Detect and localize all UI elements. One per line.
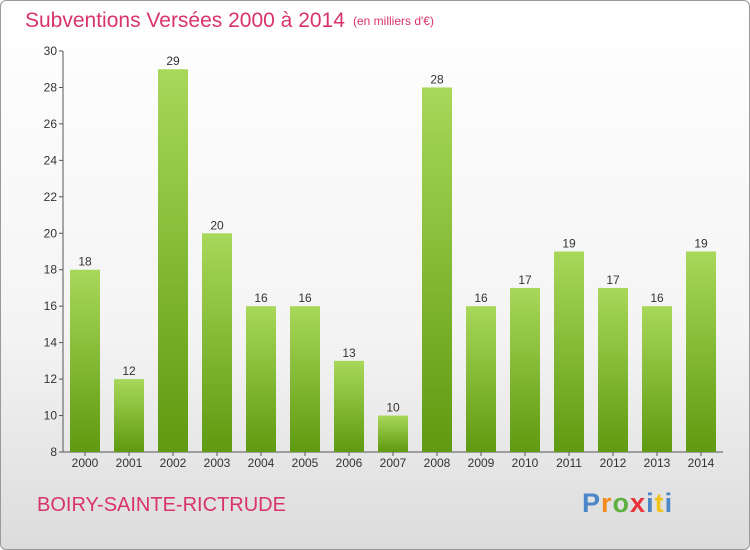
- y-tick-label: 24: [44, 153, 58, 167]
- x-tick-label-2004: 2004: [248, 456, 275, 470]
- bar-2004: [246, 306, 276, 452]
- y-tick-label: 26: [44, 117, 58, 131]
- bar-2006: [334, 360, 364, 452]
- x-tick-label-2001: 2001: [116, 456, 143, 470]
- chart-title: Subventions Versées 2000 à 2014: [25, 9, 345, 32]
- x-tick-label-2007: 2007: [380, 456, 407, 470]
- data-label-2007: 10: [386, 401, 400, 415]
- data-label-2012: 17: [606, 273, 620, 287]
- proxiti-logo: Proxiti: [582, 488, 674, 518]
- bar-2010: [510, 287, 540, 452]
- bar-2012: [598, 287, 628, 452]
- bar-2013: [642, 306, 672, 452]
- data-label-2013: 16: [650, 291, 664, 305]
- data-label-2008: 28: [430, 72, 444, 86]
- bar-2009: [466, 306, 496, 452]
- data-label-2005: 16: [298, 291, 312, 305]
- x-tick-label-2002: 2002: [160, 456, 187, 470]
- place-name: BOIRY-SAINTE-RICTRUDE: [37, 494, 286, 516]
- x-tick-label-2003: 2003: [204, 456, 231, 470]
- y-tick-label: 12: [44, 372, 58, 386]
- y-tick-label: 22: [44, 190, 58, 204]
- y-tick-label: 28: [44, 80, 58, 94]
- data-label-2004: 16: [254, 291, 268, 305]
- data-label-2006: 13: [342, 346, 356, 360]
- bar-2005: [290, 306, 320, 452]
- bar-2002: [158, 69, 188, 453]
- bar-2014: [686, 251, 716, 452]
- y-tick-label: 10: [44, 409, 58, 423]
- bar-2008: [422, 87, 452, 453]
- data-label-2001: 12: [122, 364, 136, 378]
- x-tick-label-2005: 2005: [292, 456, 319, 470]
- x-tick-label-2000: 2000: [72, 456, 99, 470]
- bar-2011: [554, 251, 584, 452]
- data-label-2011: 19: [562, 237, 576, 251]
- x-tick-label-2014: 2014: [688, 456, 715, 470]
- bar-2000: [70, 269, 100, 452]
- data-label-2014: 19: [694, 237, 708, 251]
- y-tick-label: 14: [44, 336, 58, 350]
- data-label-2002: 29: [166, 54, 180, 68]
- x-tick-label-2006: 2006: [336, 456, 363, 470]
- x-tick-label-2010: 2010: [512, 456, 539, 470]
- x-tick-label-2012: 2012: [600, 456, 627, 470]
- y-tick-label: 16: [44, 299, 58, 313]
- x-tick-label-2013: 2013: [644, 456, 671, 470]
- data-label-2010: 17: [518, 273, 532, 287]
- data-label-2009: 16: [474, 291, 488, 305]
- data-label-2003: 20: [210, 218, 224, 232]
- data-label-2000: 18: [78, 255, 92, 269]
- bar-2003: [202, 233, 232, 452]
- x-tick-label-2008: 2008: [424, 456, 451, 470]
- y-tick-label: 18: [44, 263, 58, 277]
- x-tick-label-2009: 2009: [468, 456, 495, 470]
- bar-2001: [114, 379, 144, 452]
- y-tick-label: 30: [44, 44, 58, 58]
- y-tick-label: 8: [50, 445, 57, 459]
- x-tick-label-2011: 2011: [556, 456, 582, 470]
- bar-2007: [378, 415, 408, 452]
- y-tick-label: 20: [44, 226, 58, 240]
- chart-subtitle: (en milliers d'€): [353, 14, 434, 28]
